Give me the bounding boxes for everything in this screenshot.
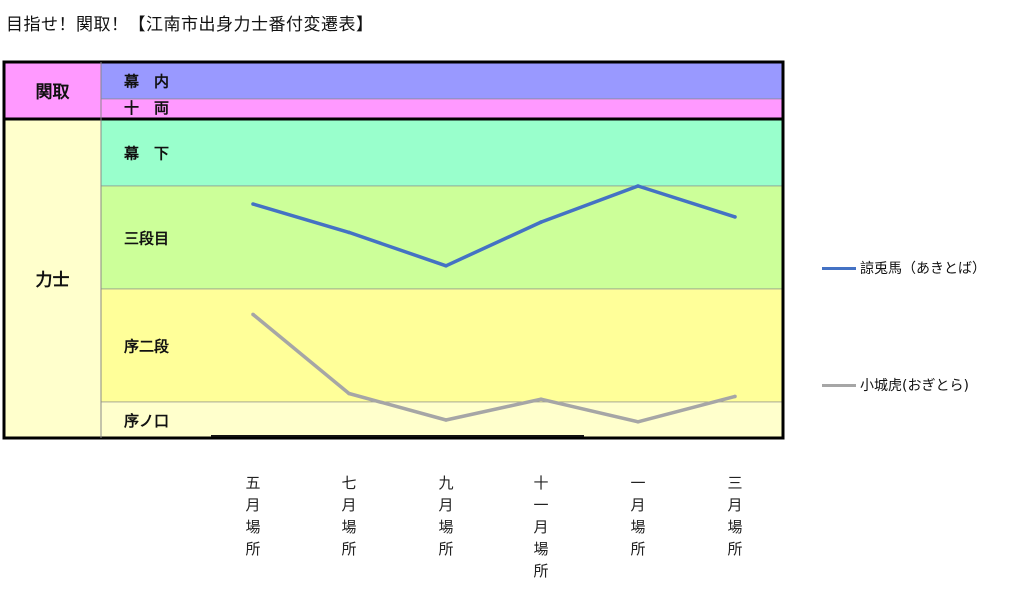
- series-line-0: [252, 184, 736, 268]
- band-4: [100, 288, 784, 403]
- band-3: [100, 185, 784, 290]
- data-point: [251, 202, 255, 206]
- band-label: 幕 内: [123, 73, 169, 91]
- category-label: 三月場所: [727, 474, 742, 558]
- data-point: [444, 418, 448, 422]
- legend-swatch: [822, 383, 856, 387]
- data-point: [347, 230, 351, 235]
- data-point: [636, 184, 640, 188]
- legend-item-akitoba: 諒兎馬（あきとば）: [822, 258, 986, 278]
- band-label: 序ノ口: [124, 412, 169, 430]
- data-point: [444, 264, 448, 268]
- page-title: 目指せ！関取！【江南市出身力士番付変遷表】: [6, 15, 374, 35]
- data-point: [539, 397, 543, 402]
- legend-label: 諒兎馬（あきとば）: [860, 261, 986, 277]
- category-label: 五月場所: [245, 474, 260, 558]
- data-point: [733, 394, 737, 399]
- legend-item-ogitora: 小城虎(おぎとら): [822, 375, 969, 395]
- band-label: 序二段: [124, 338, 169, 356]
- data-point: [636, 420, 640, 424]
- band-label: 三段目: [124, 230, 169, 248]
- band-label: 幕 下: [123, 145, 169, 163]
- series-line-1: [251, 313, 736, 424]
- data-point: [251, 312, 255, 317]
- category-label: 一月場所: [630, 474, 645, 558]
- group-label: 関取: [36, 83, 70, 103]
- data-point: [539, 220, 543, 224]
- chart-frame: [2, 60, 785, 440]
- legend-label: 小城虎(おぎとら): [860, 378, 969, 394]
- category-label: 七月場所: [341, 474, 356, 558]
- group-label: 力士: [36, 270, 70, 291]
- legend-swatch: [822, 266, 856, 270]
- band-2: [100, 118, 784, 187]
- category-label: 十一月場所: [533, 474, 548, 580]
- data-point: [733, 215, 737, 219]
- category-label: 九月場所: [438, 474, 453, 558]
- band-1: [100, 98, 784, 120]
- data-point: [347, 391, 351, 396]
- band-0: [100, 61, 784, 100]
- band-label: 十 両: [124, 99, 169, 117]
